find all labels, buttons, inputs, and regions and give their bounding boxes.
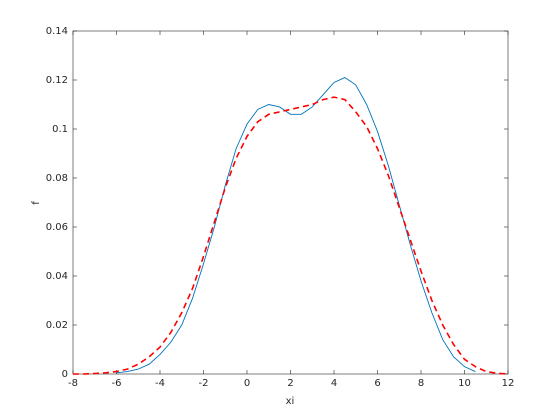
plot-box bbox=[72, 30, 509, 375]
y-tick-label: 0.06 bbox=[46, 222, 68, 233]
y-tick-label: 0.14 bbox=[46, 26, 68, 37]
x-tick-label: -6 bbox=[112, 378, 122, 389]
x-tick-label: 2 bbox=[287, 378, 293, 389]
y-tick-label: 0 bbox=[62, 369, 68, 380]
x-tick-label: -4 bbox=[155, 378, 165, 389]
x-tick-label: 8 bbox=[418, 378, 424, 389]
x-tick-label: 6 bbox=[374, 378, 380, 389]
x-tick-label: 10 bbox=[458, 378, 471, 389]
y-axis-label: f bbox=[31, 201, 42, 205]
data-line bbox=[73, 96, 509, 375]
y-tick-label: 0.1 bbox=[52, 124, 68, 135]
y-tick-label: 0.04 bbox=[46, 271, 68, 282]
data-line bbox=[116, 77, 476, 374]
x-tick-label: -2 bbox=[199, 378, 209, 389]
x-axis-label: xi bbox=[286, 396, 295, 407]
x-tick-label: 12 bbox=[502, 378, 515, 389]
y-tick-label: 0.12 bbox=[46, 75, 68, 86]
y-tick-label: 0.02 bbox=[46, 320, 68, 331]
x-tick-label: 4 bbox=[331, 378, 337, 389]
x-tick-label: -8 bbox=[68, 378, 78, 389]
y-tick-label: 0.08 bbox=[46, 173, 68, 184]
x-tick-label: 0 bbox=[244, 378, 250, 389]
